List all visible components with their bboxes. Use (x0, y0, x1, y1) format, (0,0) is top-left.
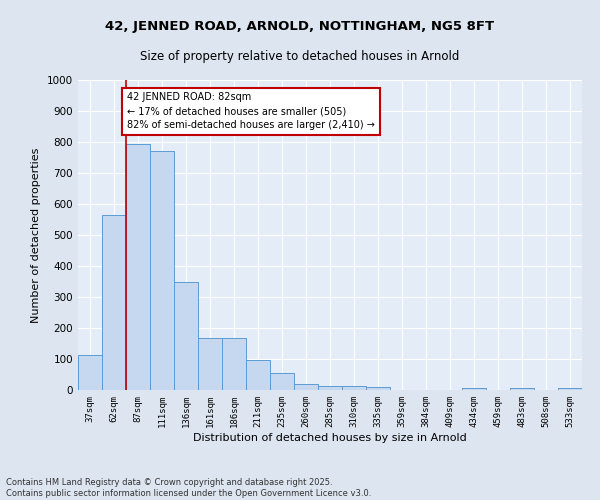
Bar (270, 374, 294, 390)
Text: Size of property relative to detached houses in Arnold: Size of property relative to detached ho… (140, 50, 460, 63)
Bar (246, 360, 270, 390)
Y-axis label: Number of detached properties: Number of detached properties (31, 148, 41, 322)
Text: Contains HM Land Registry data © Crown copyright and database right 2025.
Contai: Contains HM Land Registry data © Crown c… (6, 478, 371, 498)
Bar (342, 386, 366, 390)
Bar (102, 215, 126, 390)
X-axis label: Distribution of detached houses by size in Arnold: Distribution of detached houses by size … (193, 432, 467, 442)
Bar (294, 384, 318, 390)
Text: 42, JENNED ROAD, ARNOLD, NOTTINGHAM, NG5 8FT: 42, JENNED ROAD, ARNOLD, NOTTINGHAM, NG5… (106, 20, 494, 33)
Bar (198, 338, 222, 390)
Text: 42 JENNED ROAD: 82sqm
← 17% of detached houses are smaller (505)
82% of semi-det: 42 JENNED ROAD: 82sqm ← 17% of detached … (127, 92, 375, 130)
Bar (366, 387, 390, 390)
Bar (318, 386, 342, 390)
Bar (126, 144, 150, 390)
Bar (558, 388, 582, 390)
Bar (510, 388, 534, 390)
Bar (78, 356, 102, 390)
Bar (150, 152, 174, 390)
Bar (462, 388, 486, 390)
Bar (174, 282, 198, 390)
Bar (222, 338, 246, 390)
